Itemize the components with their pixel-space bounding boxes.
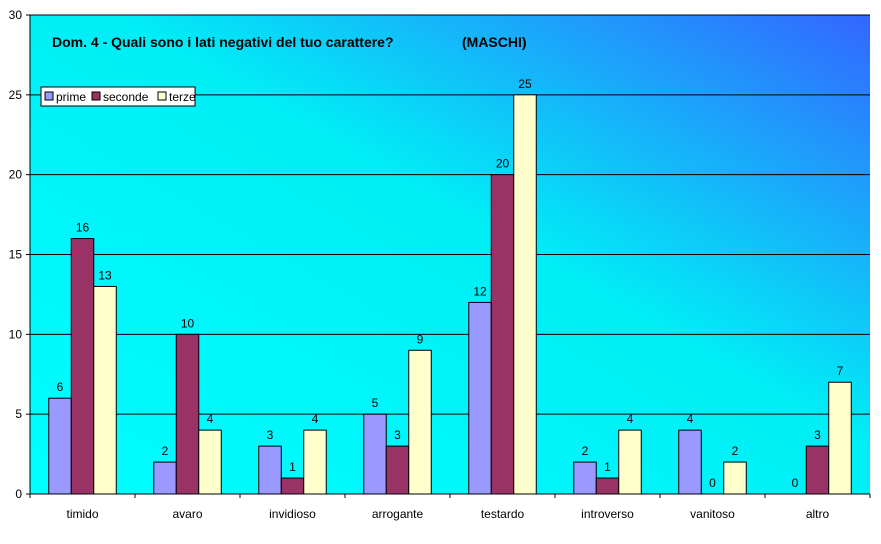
category-label-vanitoso: vanitoso (690, 507, 735, 521)
bar-prime-arrogante (363, 413, 387, 495)
chart-title: Dom. 4 - Quali sono i lati negativi del … (52, 34, 394, 50)
category-label-arrogante: arrogante (372, 507, 424, 521)
y-tick-label: 20 (9, 168, 23, 182)
bar-terze-testardo (513, 94, 537, 495)
data-label: 7 (837, 364, 844, 378)
bar-prime-avaro (153, 461, 177, 495)
data-label: 4 (207, 412, 214, 426)
bar-terze-avaro (198, 429, 222, 495)
data-label: 2 (582, 444, 589, 458)
bar-seconde-altro (805, 445, 830, 495)
bar-prime-introverso (573, 461, 597, 495)
category-label-avaro: avaro (172, 507, 202, 521)
y-tick-label: 10 (9, 327, 23, 341)
data-label: 4 (687, 412, 694, 426)
bar-seconde-testardo (490, 174, 515, 495)
legend: prime seconde terze (40, 86, 196, 107)
data-label: 5 (372, 396, 379, 410)
data-label: 6 (57, 380, 64, 394)
y-tick-label: 5 (15, 407, 22, 421)
gridlines (30, 14, 870, 415)
category-label-timido: timido (66, 507, 98, 521)
data-label: 3 (394, 428, 401, 442)
legend-swatch-seconde (91, 91, 101, 101)
bar-prime-testardo (468, 301, 492, 495)
chart-subtitle: (MASCHI) (462, 34, 527, 50)
data-label: 3 (267, 428, 274, 442)
bar-prime-vanitoso (678, 429, 702, 495)
data-label: 1 (289, 460, 296, 474)
data-label: 3 (814, 428, 821, 442)
data-label: 2 (162, 444, 169, 458)
data-label: 0 (792, 476, 799, 490)
data-label: 9 (417, 332, 424, 346)
y-tick-label: 25 (9, 88, 23, 102)
legend-label-seconde: seconde (103, 90, 149, 104)
bar-terze-invidioso (303, 429, 327, 495)
category-label-introverso: introverso (581, 507, 634, 521)
data-label: 2 (732, 444, 739, 458)
bar-terze-vanitoso (723, 461, 747, 495)
bar-terze-altro (828, 381, 852, 495)
data-label: 1 (604, 460, 611, 474)
y-tick-label: 30 (9, 8, 23, 22)
data-label: 20 (496, 157, 510, 171)
data-label: 13 (98, 268, 112, 282)
data-label: 16 (76, 221, 90, 235)
bars (48, 94, 852, 495)
bar-seconde-avaro (175, 333, 200, 495)
bar-terze-introverso (618, 429, 642, 495)
data-label: 12 (473, 284, 487, 298)
category-label-invidioso: invidioso (269, 507, 316, 521)
bar-terze-timido (93, 285, 117, 495)
y-tick-label: 15 (9, 248, 23, 262)
data-label: 25 (518, 77, 532, 91)
category-label-altro: altro (806, 507, 830, 521)
legend-box (40, 86, 196, 107)
category-label-testardo: testardo (481, 507, 525, 521)
data-label: 0 (709, 476, 716, 490)
data-label: 4 (627, 412, 634, 426)
legend-swatch-terze (157, 91, 167, 101)
data-label: 4 (312, 412, 319, 426)
bar-prime-timido (48, 397, 72, 495)
bar-terze-arrogante (408, 349, 432, 495)
bar-seconde-arrogante (385, 445, 410, 495)
bar-seconde-timido (70, 238, 95, 495)
bar-seconde-invidioso (280, 477, 305, 495)
legend-label-prime: prime (56, 90, 86, 104)
legend-label-terze: terze (169, 90, 196, 104)
y-tick-label: 0 (15, 487, 22, 501)
legend-swatch-prime (44, 91, 54, 101)
bar-seconde-introverso (595, 477, 620, 495)
bar-prime-invidioso (258, 445, 282, 495)
data-label: 10 (181, 316, 195, 330)
